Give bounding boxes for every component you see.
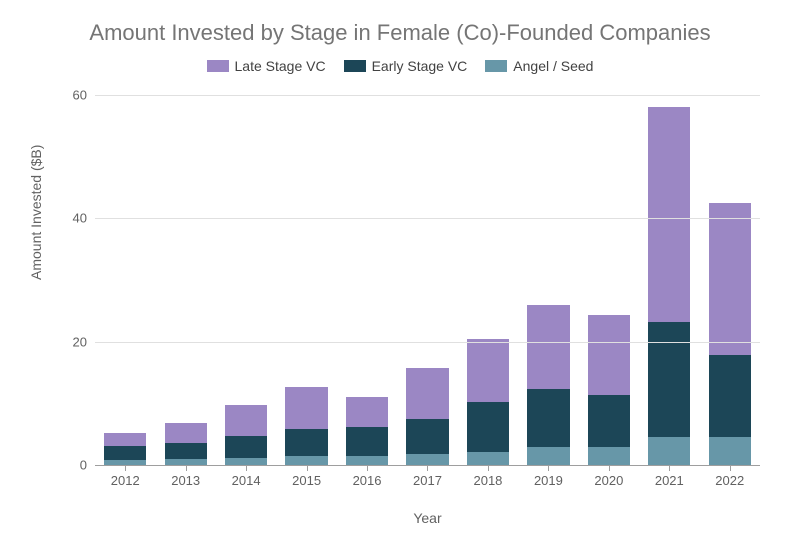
chart-title: Amount Invested by Stage in Female (Co)-…	[0, 20, 800, 46]
bar-stack	[104, 433, 146, 465]
gridline	[95, 218, 760, 219]
legend-item-angel-seed: Angel / Seed	[485, 58, 593, 74]
bar-segment-early-stage	[467, 402, 509, 452]
bar-stack	[406, 368, 448, 465]
y-tick-label: 20	[47, 334, 95, 349]
bar-stack	[285, 387, 327, 465]
bar-segment-late-stage	[285, 387, 327, 429]
bar-slot: 2021	[639, 95, 699, 465]
y-axis-title: Amount Invested ($B)	[28, 145, 44, 280]
bar-segment-angel-seed	[346, 456, 388, 465]
bar-segment-angel-seed	[225, 458, 267, 465]
y-tick-label: 60	[47, 88, 95, 103]
bar-segment-late-stage	[406, 368, 448, 420]
bar-segment-early-stage	[588, 395, 630, 447]
bar-segment-late-stage	[346, 397, 388, 427]
x-tick-label: 2020	[579, 465, 639, 488]
bar-segment-angel-seed	[285, 456, 327, 465]
legend-label: Late Stage VC	[235, 58, 326, 74]
bar-slot: 2020	[579, 95, 639, 465]
x-axis-title: Year	[95, 510, 760, 526]
bars-group: 2012201320142015201620172018201920202021…	[95, 95, 760, 465]
bar-segment-late-stage	[709, 203, 751, 355]
legend-swatch	[485, 60, 507, 72]
bar-stack	[709, 203, 751, 465]
bar-segment-early-stage	[648, 322, 690, 437]
bar-slot: 2014	[216, 95, 276, 465]
x-tick-label: 2015	[276, 465, 336, 488]
x-tick-label: 2012	[95, 465, 155, 488]
bar-slot: 2016	[337, 95, 397, 465]
x-tick-label: 2013	[155, 465, 215, 488]
bar-segment-late-stage	[104, 433, 146, 446]
bar-segment-early-stage	[406, 419, 448, 454]
bar-segment-early-stage	[104, 446, 146, 460]
gridline	[95, 342, 760, 343]
bar-segment-early-stage	[165, 443, 207, 459]
y-tick-label: 40	[47, 211, 95, 226]
bar-segment-early-stage	[346, 427, 388, 456]
bar-stack	[588, 315, 630, 465]
baseline	[95, 465, 760, 466]
x-tick-label: 2018	[458, 465, 518, 488]
x-tick-label: 2014	[216, 465, 276, 488]
bar-segment-angel-seed	[709, 437, 751, 465]
bar-segment-angel-seed	[406, 454, 448, 465]
bar-segment-angel-seed	[527, 447, 569, 466]
bar-segment-late-stage	[225, 405, 267, 436]
x-tick-label: 2019	[518, 465, 578, 488]
bar-segment-angel-seed	[467, 452, 509, 465]
bar-slot: 2015	[276, 95, 336, 465]
legend-item-late-stage: Late Stage VC	[207, 58, 326, 74]
bar-segment-early-stage	[527, 389, 569, 447]
legend-item-early-stage: Early Stage VC	[344, 58, 468, 74]
legend: Late Stage VC Early Stage VC Angel / Seed	[0, 58, 800, 74]
x-tick-label: 2022	[700, 465, 760, 488]
bar-stack	[225, 405, 267, 465]
legend-swatch	[344, 60, 366, 72]
legend-label: Early Stage VC	[372, 58, 468, 74]
bar-slot: 2019	[518, 95, 578, 465]
bar-slot: 2017	[397, 95, 457, 465]
x-tick-label: 2021	[639, 465, 699, 488]
bar-slot: 2012	[95, 95, 155, 465]
bar-stack	[527, 305, 569, 465]
chart-container: Amount Invested by Stage in Female (Co)-…	[0, 0, 800, 559]
bar-segment-late-stage	[648, 107, 690, 322]
legend-label: Angel / Seed	[513, 58, 593, 74]
bar-segment-early-stage	[285, 429, 327, 456]
bar-segment-late-stage	[588, 315, 630, 395]
bar-segment-late-stage	[467, 339, 509, 402]
bar-slot: 2022	[700, 95, 760, 465]
bar-segment-angel-seed	[588, 447, 630, 466]
bar-segment-early-stage	[709, 355, 751, 436]
x-tick-label: 2016	[337, 465, 397, 488]
plot-area: 2012201320142015201620172018201920202021…	[95, 95, 760, 465]
bar-slot: 2013	[155, 95, 215, 465]
bar-segment-early-stage	[225, 436, 267, 458]
x-tick-label: 2017	[397, 465, 457, 488]
legend-swatch	[207, 60, 229, 72]
bar-segment-late-stage	[165, 423, 207, 443]
bar-slot: 2018	[458, 95, 518, 465]
gridline	[95, 95, 760, 96]
bar-stack	[467, 339, 509, 465]
bar-stack	[346, 397, 388, 465]
y-tick-label: 0	[47, 458, 95, 473]
bar-stack	[165, 423, 207, 465]
bar-stack	[648, 107, 690, 465]
bar-segment-angel-seed	[648, 437, 690, 465]
bar-segment-late-stage	[527, 305, 569, 388]
